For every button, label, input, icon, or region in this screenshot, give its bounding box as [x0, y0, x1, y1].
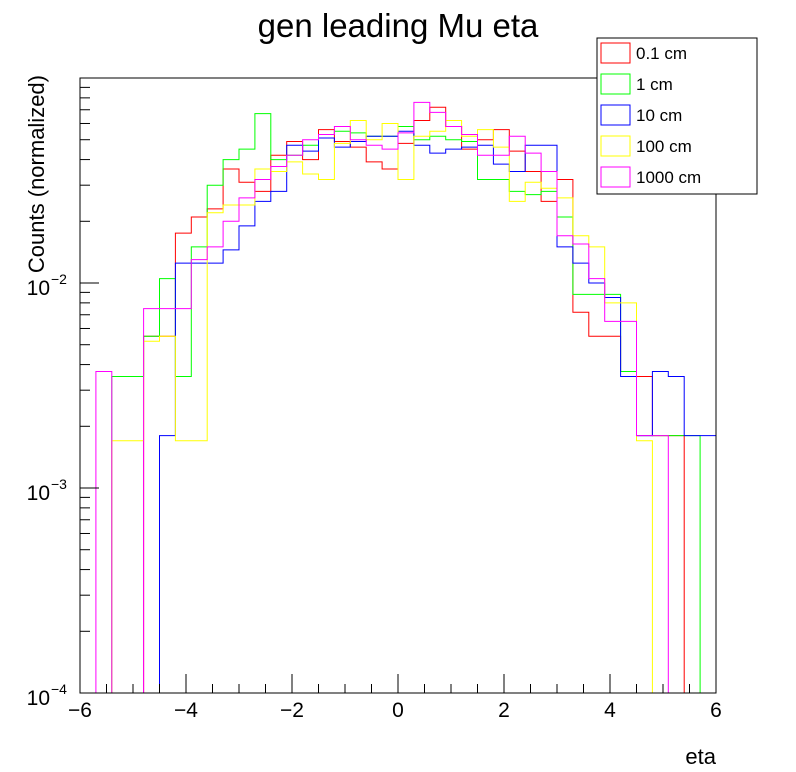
x-tick-label: 4: [604, 699, 616, 722]
y-tick-label: 10: [27, 482, 50, 505]
legend-box: [596, 37, 758, 195]
series-4-histogram: [80, 101, 716, 694]
legend-label: 1 cm: [636, 75, 673, 94]
legend-label: 100 cm: [636, 137, 692, 156]
y-tick-exponent: −2: [51, 271, 67, 287]
x-tick-label: −2: [280, 699, 304, 722]
x-axis-title: eta: [685, 744, 716, 769]
legend-swatch: [600, 42, 631, 64]
histogram-series-layer: [80, 101, 717, 694]
y-tick-exponent: −3: [51, 476, 67, 492]
x-tick-label: −4: [174, 699, 198, 722]
legend-label: 10 cm: [636, 106, 682, 125]
chart-legend: 0.1 cm 1 cm 10 cm 100 cm 1000 cm: [596, 37, 758, 195]
legend-items: 0.1 cm 1 cm 10 cm 100 cm 1000 cm: [600, 42, 701, 188]
x-tick-label: 0: [392, 699, 404, 722]
axes-layer: −6 −4 −2 0 2 4 610−410−310−2: [27, 86, 722, 722]
x-tick-label: −6: [68, 699, 92, 722]
legend-label: 0.1 cm: [636, 44, 687, 63]
y-tick-label: 10: [27, 277, 50, 300]
y-tick-exponent: −4: [51, 681, 67, 697]
chart-title: gen leading Mu eta: [258, 7, 539, 44]
legend-label: 1000 cm: [636, 168, 701, 187]
series-2-histogram: [80, 130, 717, 694]
legend-swatch: [600, 135, 631, 157]
legend-swatch: [600, 166, 631, 188]
y-tick-label: 10: [27, 687, 50, 710]
series-3-histogram: [80, 120, 716, 694]
y-axis-title: Counts (normalized): [24, 75, 49, 273]
legend-swatch: [600, 73, 631, 95]
legend-swatch: [600, 104, 631, 126]
x-tick-label: 2: [498, 699, 510, 722]
x-tick-label: 6: [710, 699, 722, 722]
